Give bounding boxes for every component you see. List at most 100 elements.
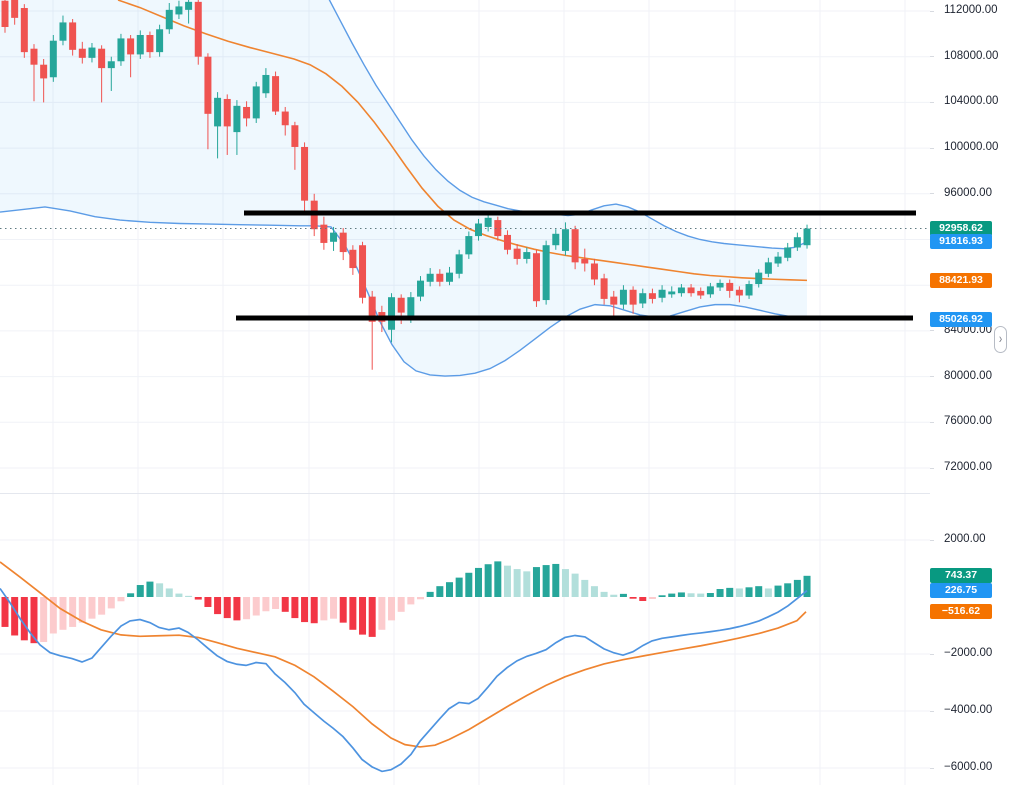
candle xyxy=(426,273,434,282)
macd-histogram-bar xyxy=(687,593,695,597)
candle xyxy=(706,286,714,295)
price-axis-label: 108000.00 xyxy=(944,49,999,62)
candle xyxy=(175,6,183,15)
macd-histogram-bar xyxy=(301,597,309,623)
candle xyxy=(397,297,405,313)
price-axis-label: 2000.00 xyxy=(944,533,986,545)
bollinger-lower-line xyxy=(0,206,808,377)
candle xyxy=(793,237,801,248)
macd-histogram-bar xyxy=(388,597,396,621)
candle xyxy=(20,8,28,53)
macd-histogram-bar xyxy=(474,567,482,597)
macd-histogram-bar xyxy=(117,597,125,602)
macd-histogram-bar xyxy=(726,587,734,597)
price-scale[interactable]: › 112000.00 108000.00 104000.00 100000.00 96… xyxy=(930,0,1010,785)
chevron-right-icon: › xyxy=(998,331,1003,347)
axis-tick-mark xyxy=(930,421,934,423)
macd-histogram-bar xyxy=(417,597,425,600)
candle xyxy=(600,278,608,299)
price-axis-label: −4000.00 xyxy=(944,704,993,716)
candle xyxy=(59,22,67,41)
macd-histogram-bar xyxy=(784,583,792,597)
candle xyxy=(561,229,569,251)
scale-collapse-button[interactable]: › xyxy=(994,326,1007,353)
macd-histogram-bar xyxy=(252,597,260,616)
macd-hist-badge: 743.37 xyxy=(930,568,992,584)
macd-histogram-bar xyxy=(639,597,647,601)
macd-histogram-bar xyxy=(98,597,106,615)
macd-histogram-bar xyxy=(513,569,521,597)
candle xyxy=(88,47,96,58)
candle xyxy=(735,289,743,296)
price-axis-label: 80000.00 xyxy=(944,369,992,382)
macd-histogram-bar xyxy=(561,569,569,597)
candle xyxy=(571,229,579,263)
candle xyxy=(639,293,647,304)
candle xyxy=(542,245,550,301)
candle xyxy=(40,64,48,79)
candle xyxy=(252,86,260,119)
candle xyxy=(291,125,299,147)
macd-histogram-bar xyxy=(697,593,705,597)
macd-histogram-bar xyxy=(426,591,434,597)
macd-histogram-bar xyxy=(774,585,782,597)
axis-tick-mark xyxy=(930,376,934,378)
macd-histogram-bar xyxy=(503,565,511,597)
macd-histogram-bar xyxy=(484,564,492,597)
candle xyxy=(30,48,38,65)
macd-histogram xyxy=(1,561,811,644)
macd-histogram-bar xyxy=(745,587,753,597)
macd-histogram-bar xyxy=(1,597,9,627)
pane-separator[interactable] xyxy=(0,493,1010,494)
candle xyxy=(474,223,482,237)
candle xyxy=(532,253,540,302)
bb-lower-badge: 85026.92 xyxy=(930,311,992,327)
macd-histogram-bar xyxy=(330,597,338,619)
price-axis-label: 104000.00 xyxy=(944,95,999,108)
axis-tick-mark xyxy=(930,147,934,149)
macd-histogram-bar xyxy=(397,597,405,612)
candle xyxy=(146,34,154,53)
macd-histogram-bar xyxy=(88,597,96,619)
candle xyxy=(755,272,763,285)
macd-signal-badge: −516.62 xyxy=(930,604,992,620)
axis-tick-mark xyxy=(930,467,934,469)
candle xyxy=(484,217,492,227)
macd-histogram-bar xyxy=(20,597,28,641)
macd-histogram-bar xyxy=(648,597,656,599)
macd-histogram-bar xyxy=(214,597,222,615)
candle xyxy=(716,282,724,288)
macd-histogram-bar xyxy=(465,572,473,597)
candle xyxy=(349,249,357,269)
axis-tick-mark xyxy=(930,539,934,541)
candle xyxy=(407,297,415,318)
macd-histogram-bar xyxy=(590,586,598,597)
candle xyxy=(214,97,222,127)
macd-histogram-bar xyxy=(136,585,144,597)
macd-histogram-bar xyxy=(204,597,212,607)
candle xyxy=(552,233,560,246)
candle xyxy=(687,287,695,294)
candle xyxy=(107,61,115,69)
macd-histogram-bar xyxy=(78,597,86,623)
candle xyxy=(272,76,280,112)
chart-canvas[interactable] xyxy=(0,0,930,785)
macd-histogram-bar xyxy=(542,565,550,597)
macd-histogram-bar xyxy=(571,573,579,597)
candle xyxy=(803,228,811,246)
macd-histogram-bar xyxy=(243,597,251,620)
candles-layer xyxy=(1,0,811,370)
candle xyxy=(136,34,144,55)
macd-histogram-bar xyxy=(378,597,386,630)
macd-histogram-bar xyxy=(291,597,299,619)
candle xyxy=(301,146,309,201)
price-axis-label: 84000.00 xyxy=(944,323,992,336)
macd-histogram-bar xyxy=(523,571,531,597)
axis-tick-mark xyxy=(930,193,934,195)
macd-histogram-bar xyxy=(716,589,724,597)
candle xyxy=(658,289,666,298)
macd-histogram-bar xyxy=(11,597,19,636)
axis-tick-mark xyxy=(930,767,934,769)
candle xyxy=(388,297,396,330)
macd-histogram-bar xyxy=(349,597,357,630)
